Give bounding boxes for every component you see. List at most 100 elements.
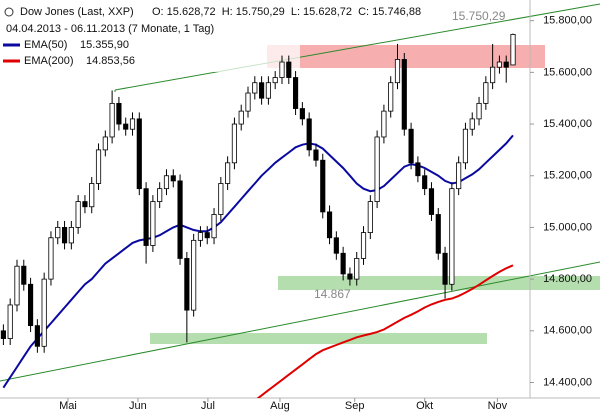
candle-body bbox=[360, 232, 367, 259]
candle-body bbox=[231, 123, 237, 164]
candle-body bbox=[428, 188, 435, 215]
candle-body bbox=[225, 162, 231, 184]
candle-body bbox=[490, 66, 496, 84]
candle-body bbox=[21, 265, 27, 285]
candle-body bbox=[245, 92, 251, 112]
candle-body bbox=[394, 59, 401, 84]
candle-body bbox=[469, 118, 475, 130]
candle-body bbox=[408, 128, 414, 164]
candle-body bbox=[422, 175, 428, 190]
candle-body bbox=[204, 232, 210, 239]
candle-body bbox=[14, 265, 20, 306]
candle-body bbox=[102, 136, 108, 151]
candle-body bbox=[95, 149, 102, 184]
candle-body bbox=[252, 82, 258, 94]
x-tick-label: Okt bbox=[416, 400, 433, 412]
candle-body bbox=[442, 252, 448, 285]
candle-body bbox=[0, 330, 6, 339]
candle-body bbox=[61, 227, 68, 244]
candle-body bbox=[510, 34, 516, 66]
candle-body bbox=[82, 201, 88, 208]
x-tick-label: Jul bbox=[201, 400, 215, 412]
annotation: 15.750,29 bbox=[452, 9, 506, 23]
y-tick-label: 14.800,00 bbox=[543, 273, 592, 285]
candle-body bbox=[41, 278, 47, 347]
legend-label: EMA(50) bbox=[24, 39, 67, 51]
candle-body bbox=[75, 201, 81, 228]
ema-line bbox=[256, 264, 514, 398]
ema-line bbox=[2, 134, 514, 389]
candle-body bbox=[34, 325, 40, 347]
candle-body bbox=[462, 128, 469, 164]
candle-body bbox=[326, 211, 333, 239]
candle-body bbox=[381, 110, 387, 138]
candle-body bbox=[354, 258, 360, 280]
candle-body bbox=[191, 239, 197, 311]
chart-subtitle: 04.04.2013 - 06.11.2013 (7 Monate, 1 Tag… bbox=[6, 23, 214, 35]
candle-body bbox=[279, 61, 285, 78]
y-tick-label: 14.400,00 bbox=[543, 376, 592, 388]
legend-value: 15.355,90 bbox=[80, 39, 129, 51]
legend-label: EMA(200) bbox=[24, 55, 74, 67]
plot-area bbox=[0, 33, 516, 398]
candle-body bbox=[55, 227, 61, 239]
candle-body bbox=[123, 123, 129, 130]
candle-body bbox=[333, 237, 339, 254]
icon bbox=[4, 7, 14, 17]
candle-body bbox=[299, 108, 305, 120]
candle-body bbox=[238, 110, 244, 125]
trend-line bbox=[114, 3, 600, 91]
candle-body bbox=[503, 61, 509, 68]
candle-body bbox=[150, 201, 156, 246]
candle-body bbox=[435, 214, 441, 254]
candle-body bbox=[28, 283, 34, 327]
legend-background bbox=[0, 0, 300, 72]
candle-body bbox=[89, 183, 95, 208]
candle-body bbox=[388, 82, 394, 112]
candle-body bbox=[143, 188, 149, 246]
candle-body bbox=[170, 175, 176, 182]
candle-body bbox=[401, 59, 407, 130]
candle-body bbox=[286, 61, 292, 78]
annotation: 14.867 bbox=[314, 287, 351, 301]
candle-body bbox=[184, 258, 190, 311]
candle-body bbox=[218, 183, 224, 215]
y-tick-label: 15.000,00 bbox=[543, 221, 592, 233]
candle-body bbox=[109, 102, 115, 138]
candle-body bbox=[7, 304, 13, 339]
candle-body bbox=[456, 162, 462, 190]
y-tick-label: 15.200,00 bbox=[543, 170, 592, 182]
x-tick-label: Nov bbox=[488, 400, 508, 412]
ohlc-label: O: 15.628,72 H: 15.750,29 L: 15.628,72 C… bbox=[152, 6, 421, 18]
candle-body bbox=[136, 118, 142, 190]
candle-body bbox=[259, 82, 265, 99]
x-tick-label: Aug bbox=[270, 400, 290, 412]
candle-body bbox=[48, 237, 54, 280]
candle-body bbox=[483, 82, 489, 104]
candle-body bbox=[476, 102, 482, 120]
candle-body bbox=[496, 61, 502, 68]
candle-body bbox=[68, 227, 74, 244]
candle-body bbox=[367, 201, 373, 233]
y-tick-label: 15.800,00 bbox=[543, 15, 592, 27]
candle-body bbox=[272, 77, 278, 84]
candle-body bbox=[347, 273, 353, 280]
candle-body bbox=[265, 82, 271, 99]
x-tick-label: Jun bbox=[129, 400, 147, 412]
candle-body bbox=[163, 175, 170, 190]
y-tick-label: 15.600,00 bbox=[543, 66, 592, 78]
candle-body bbox=[211, 214, 217, 239]
trend-line bbox=[0, 261, 600, 382]
candle-body bbox=[320, 159, 326, 213]
candle-body bbox=[313, 149, 319, 161]
candle-body bbox=[197, 232, 204, 241]
support-zone bbox=[150, 333, 487, 344]
y-tick-label: 15.400,00 bbox=[543, 118, 592, 130]
candle-body bbox=[374, 136, 380, 202]
candle-body bbox=[306, 118, 312, 151]
y-tick-label: 14.600,00 bbox=[543, 325, 592, 337]
candle-body bbox=[116, 102, 122, 125]
candle-body bbox=[340, 252, 346, 275]
candle-body bbox=[449, 188, 455, 285]
